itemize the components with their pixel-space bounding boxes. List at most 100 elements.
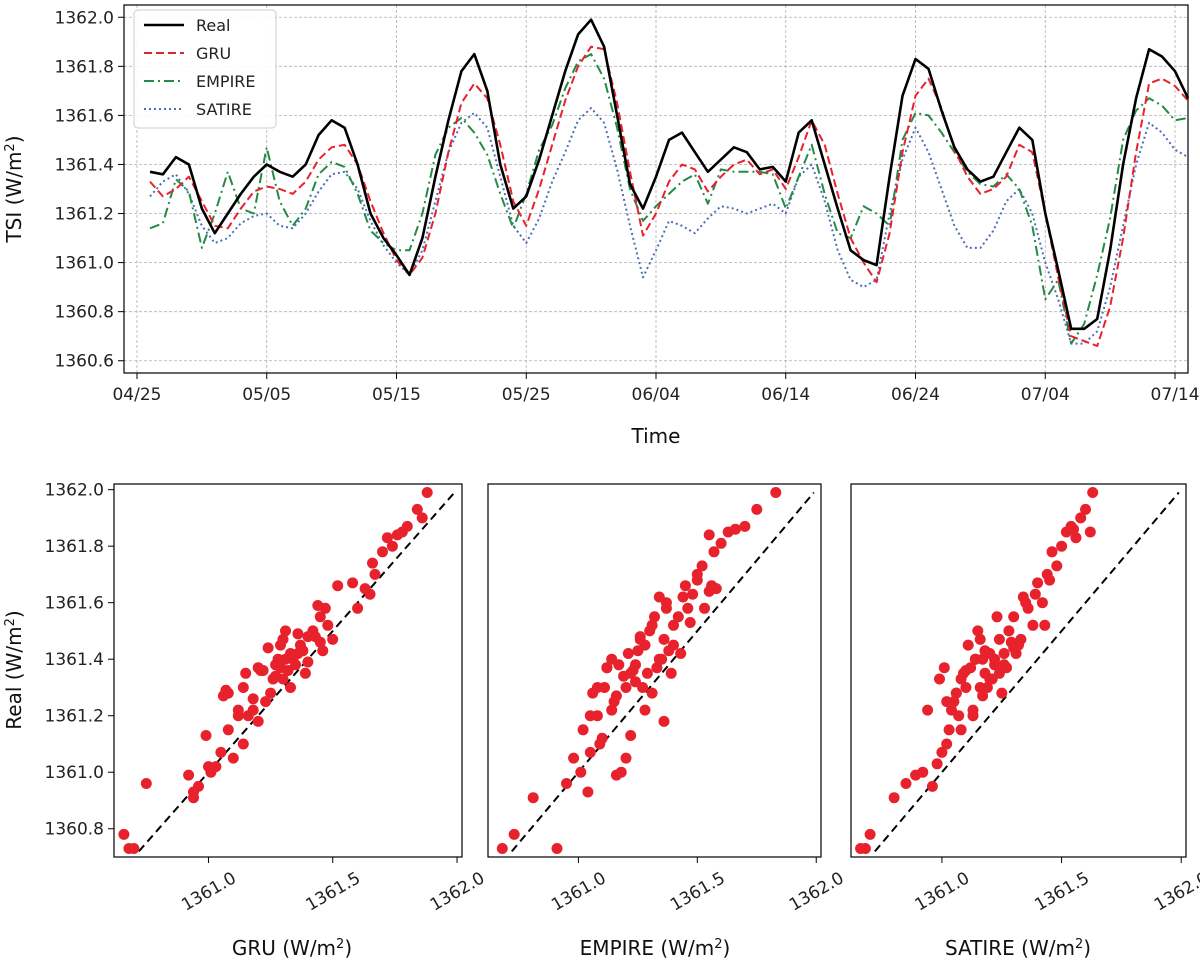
empire-scatter-point	[561, 778, 572, 789]
gru-scatter-point	[247, 704, 259, 716]
empire-scatter-point	[656, 653, 668, 665]
x-tick-label: 07/04	[1021, 385, 1070, 405]
line-chart-x-axis-title: Time	[631, 424, 681, 448]
gru-scatter-point	[140, 778, 152, 789]
satire-scatter-point	[1027, 619, 1039, 631]
gru-scatter-point	[265, 687, 277, 699]
empire-scatter-point	[568, 752, 580, 764]
gru-scatter-point	[200, 730, 212, 741]
satire-scatter-point	[859, 843, 871, 854]
satire-scatter-point	[1046, 546, 1058, 558]
empire-scatter-point	[696, 560, 708, 572]
satire-scatter-point	[950, 687, 962, 699]
y-tick-label: 1361.8	[55, 57, 114, 77]
empire-scatter-point	[649, 611, 660, 623]
gru-scatter-point	[297, 645, 309, 657]
satire-scatter-point	[1075, 512, 1087, 524]
satire-scatter-point	[960, 682, 972, 693]
gru-scatter-point	[381, 532, 393, 544]
satire-identity-line	[874, 491, 1180, 852]
y-tick-label: 1361.4	[55, 155, 114, 175]
empire-scatter-point	[691, 574, 703, 586]
gru-scatter-point	[317, 645, 329, 657]
gru-scatter-point	[416, 512, 428, 524]
empire-scatter-point	[584, 746, 596, 758]
gru-scatter-point	[369, 568, 381, 580]
gru-y-tick-label: 1361.4	[45, 650, 104, 670]
satire-scatter-point	[979, 667, 991, 679]
x-tick-label: 07/14	[1151, 385, 1200, 405]
empire-scatter-point	[632, 645, 644, 657]
y-tick-label: 1360.6	[55, 352, 114, 372]
satire-scatter-point	[917, 766, 929, 778]
empire-scatter-point	[653, 591, 665, 603]
gru-y-tick-label: 1361.6	[45, 594, 104, 614]
x-tick-label: 04/25	[112, 385, 161, 405]
gru-y-tick-label: 1360.8	[45, 820, 104, 840]
empire-scatter-point	[668, 639, 679, 651]
satire-scatter-point	[955, 673, 967, 685]
gru-scatter-point	[118, 828, 130, 840]
satire-scatter-point	[931, 758, 943, 770]
gru-x-axis-title: GRU (W/m2)	[232, 936, 352, 960]
empire-scatter-point	[551, 843, 563, 854]
satire-scatter-point	[996, 687, 1008, 699]
satire-scatter-point	[972, 625, 984, 637]
gru-scatter-point	[309, 631, 321, 643]
line-chart-legend: Real GRU EMPIRE SATIRE	[133, 9, 277, 129]
satire-scatter-point	[993, 667, 1005, 679]
gru-scatter-point	[364, 588, 376, 600]
empire-scatter-point	[651, 662, 663, 674]
empire-scatter-point	[668, 619, 679, 631]
empire-scatter-point	[627, 665, 639, 676]
gru-scatter-point	[285, 682, 296, 693]
empire-scatter-point	[613, 659, 625, 671]
gru-scatter-point	[260, 696, 272, 708]
empire-scatter-point	[665, 667, 677, 679]
tsi-time-series-chart: 04/25 05/05 05/15 05/25 06/04 06/14 06/24 07/04…	[2, 4, 1200, 448]
gru-scatter-point	[287, 653, 299, 665]
satire-scatter-point	[955, 724, 967, 736]
empire-scatter-point	[618, 670, 630, 682]
x-tick-label: 05/25	[502, 385, 551, 405]
satire-scatter-point	[1044, 574, 1056, 586]
gru-scatter-point	[332, 580, 344, 592]
gru-y-tick-label: 1361.0	[45, 763, 104, 783]
satire-scatter-point	[969, 653, 981, 665]
satire-scatter-point	[998, 659, 1010, 671]
x-tick-label: 06/14	[761, 385, 810, 405]
legend-label-real: Real	[196, 16, 231, 35]
empire-scatter-point	[615, 766, 627, 778]
empire-scatter-point	[682, 602, 694, 614]
scatter-panel-gru: 1361.0 1361.5 1362.01360.81361.01361.21361…	[45, 481, 489, 916]
satire-scatter-point	[962, 639, 974, 651]
satire-scatter-point	[1008, 642, 1020, 654]
y-tick-label: 1361.0	[55, 254, 114, 274]
empire-scatter-point	[496, 843, 508, 854]
empire-scatter-point	[625, 730, 637, 741]
empire-scatter-point	[715, 537, 727, 549]
gru-scatter-point	[272, 653, 284, 665]
gru-scatter-point	[312, 600, 324, 611]
satire-scatter-point	[991, 611, 1003, 623]
satire-scatter-point	[1029, 588, 1041, 600]
gru-y-tick-label: 1361.8	[45, 537, 104, 557]
gru-scatter-point	[277, 633, 289, 645]
gru-scatter-point	[282, 665, 294, 676]
gru-scatter-point	[247, 693, 259, 705]
gru-scatter-point	[203, 761, 214, 773]
gru-scatter-point	[128, 843, 140, 854]
gru-scatter-point	[302, 656, 314, 668]
legend-box	[133, 9, 277, 129]
empire-scatter-point	[646, 687, 658, 699]
scatter-panel-empire: 1361.0 1361.5 1362.0	[487, 483, 848, 915]
satire-scatter-point	[1032, 577, 1044, 589]
line-chart-series	[149, 18, 1190, 347]
empire-scatter-point	[575, 766, 587, 778]
empire-scatter-point	[610, 690, 622, 702]
empire-scatter-point	[710, 583, 722, 595]
gru-scatter-point	[386, 540, 398, 552]
empire-scatter-point	[591, 682, 603, 693]
satire-scatter-point	[1015, 633, 1027, 645]
